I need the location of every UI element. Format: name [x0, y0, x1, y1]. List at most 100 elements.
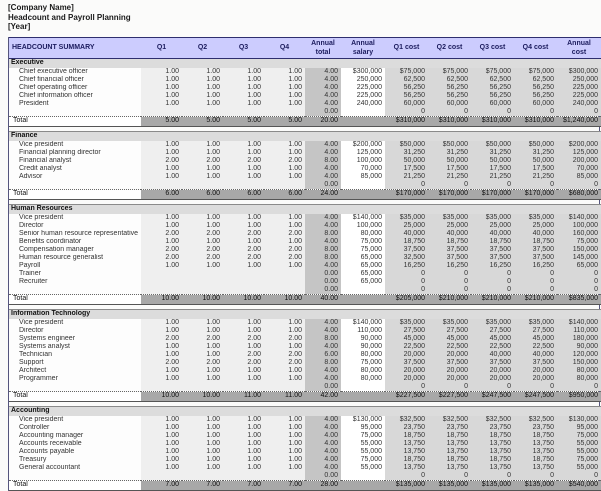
cell-annual-salary[interactable]: 65,000 [341, 261, 385, 270]
cell-label[interactable]: Accounting manager [9, 431, 141, 440]
cell-annual-salary[interactable]: 80,000 [341, 229, 385, 238]
cell-q3[interactable]: 1.00 [223, 455, 264, 464]
cell-q4[interactable]: 1.00 [264, 431, 305, 440]
cell-q4[interactable]: 1.00 [264, 366, 305, 375]
cell-q4[interactable]: 1.00 [264, 318, 305, 327]
cell-q1[interactable]: 1.00 [141, 99, 182, 108]
cell-q2[interactable]: 2.00 [182, 358, 223, 367]
cell-q2[interactable]: 1.00 [182, 447, 223, 456]
cell-q3[interactable]: 2.00 [223, 334, 264, 343]
cell-q2[interactable]: 1.00 [182, 91, 223, 100]
cell-annual-salary[interactable]: $200,000 [341, 140, 385, 149]
cell-q4[interactable]: 1.00 [264, 140, 305, 149]
cell-q1[interactable]: 1.00 [141, 261, 182, 270]
cell-annual-salary[interactable]: 80,000 [341, 366, 385, 375]
cell-annual-salary[interactable]: 90,000 [341, 342, 385, 351]
cell-q2[interactable]: 1.00 [182, 99, 223, 108]
cell-label[interactable]: Compensation manager [9, 245, 141, 254]
cell-annual-salary[interactable] [341, 107, 385, 116]
cell-q2[interactable]: 1.00 [182, 455, 223, 464]
cell-q4[interactable]: 2.00 [264, 253, 305, 262]
cell-q4[interactable]: 1.00 [264, 326, 305, 335]
cell-q2[interactable]: 1.00 [182, 237, 223, 246]
cell-q1[interactable] [141, 471, 182, 480]
cell-q4[interactable]: 1.00 [264, 342, 305, 351]
cell-q4[interactable]: 1.00 [264, 83, 305, 92]
cell-q2[interactable]: 1.00 [182, 148, 223, 157]
cell-annual-salary[interactable]: 85,000 [341, 172, 385, 181]
cell-q1[interactable]: 1.00 [141, 455, 182, 464]
cell-q2[interactable] [182, 269, 223, 278]
cell-q3[interactable] [223, 382, 264, 391]
cell-q4[interactable]: 1.00 [264, 374, 305, 383]
cell-q1[interactable] [141, 382, 182, 391]
cell-q3[interactable]: 2.00 [223, 350, 264, 359]
cell-annual-salary[interactable]: 125,000 [341, 148, 385, 157]
cell-q1[interactable]: 1.00 [141, 366, 182, 375]
cell-label[interactable]: Vice president [9, 140, 141, 149]
cell-q1[interactable] [141, 107, 182, 116]
cell-q1[interactable]: 1.00 [141, 431, 182, 440]
cell-annual-salary[interactable]: 225,000 [341, 91, 385, 100]
cell-q2[interactable] [182, 471, 223, 480]
cell-q1[interactable]: 2.00 [141, 334, 182, 343]
cell-q1[interactable]: 1.00 [141, 374, 182, 383]
cell-label[interactable] [9, 180, 141, 189]
cell-q2[interactable]: 2.00 [182, 253, 223, 262]
cell-q4[interactable]: 1.00 [264, 261, 305, 270]
cell-label[interactable] [9, 382, 141, 391]
cell-q4[interactable]: 1.00 [264, 75, 305, 84]
cell-q4[interactable]: 1.00 [264, 91, 305, 100]
cell-annual-salary[interactable]: $140,000 [341, 318, 385, 327]
cell-q3[interactable]: 1.00 [223, 172, 264, 181]
cell-annual-salary[interactable]: 55,000 [341, 463, 385, 472]
cell-q4[interactable]: 2.00 [264, 350, 305, 359]
cell-q4[interactable]: 1.00 [264, 172, 305, 181]
cell-q4[interactable]: 2.00 [264, 156, 305, 165]
cell-q1[interactable]: 1.00 [141, 447, 182, 456]
cell-q4[interactable]: 1.00 [264, 455, 305, 464]
cell-q1[interactable]: 2.00 [141, 358, 182, 367]
cell-q2[interactable]: 2.00 [182, 334, 223, 343]
cell-q1[interactable]: 2.00 [141, 253, 182, 262]
cell-label[interactable]: Director [9, 221, 141, 230]
cell-q1[interactable]: 1.00 [141, 172, 182, 181]
cell-q1[interactable]: 1.00 [141, 342, 182, 351]
cell-annual-salary[interactable]: 80,000 [341, 350, 385, 359]
cell-label[interactable]: Controller [9, 423, 141, 432]
cell-annual-salary[interactable]: 110,000 [341, 326, 385, 335]
cell-q3[interactable] [223, 285, 264, 294]
cell-q4[interactable]: 1.00 [264, 415, 305, 424]
cell-label[interactable]: President [9, 99, 141, 108]
cell-q1[interactable] [141, 180, 182, 189]
cell-annual-salary[interactable]: 250,000 [341, 75, 385, 84]
cell-q4[interactable] [264, 180, 305, 189]
cell-annual-salary[interactable]: 70,000 [341, 164, 385, 173]
cell-annual-salary[interactable]: 75,000 [341, 455, 385, 464]
cell-q1[interactable]: 1.00 [141, 91, 182, 100]
cell-q3[interactable]: 1.00 [223, 67, 264, 76]
cell-q2[interactable]: 1.00 [182, 342, 223, 351]
cell-label[interactable]: Architect [9, 366, 141, 375]
cell-q2[interactable]: 1.00 [182, 350, 223, 359]
cell-annual-salary[interactable]: 65,000 [341, 277, 385, 286]
cell-annual-salary[interactable]: 55,000 [341, 447, 385, 456]
cell-q4[interactable]: 1.00 [264, 439, 305, 448]
cell-q1[interactable]: 1.00 [141, 213, 182, 222]
cell-q3[interactable]: 1.00 [223, 318, 264, 327]
cell-annual-salary[interactable]: 55,000 [341, 439, 385, 448]
cell-label[interactable]: Accounts receivable [9, 439, 141, 448]
cell-q1[interactable]: 1.00 [141, 164, 182, 173]
cell-label[interactable]: Technician [9, 350, 141, 359]
cell-q3[interactable]: 1.00 [223, 374, 264, 383]
cell-q2[interactable]: 1.00 [182, 439, 223, 448]
cell-q2[interactable]: 1.00 [182, 374, 223, 383]
cell-label[interactable]: General accountant [9, 463, 141, 472]
cell-q3[interactable] [223, 471, 264, 480]
cell-label[interactable]: Director [9, 326, 141, 335]
cell-label[interactable]: Vice president [9, 415, 141, 424]
cell-q3[interactable]: 1.00 [223, 213, 264, 222]
cell-q4[interactable]: 1.00 [264, 463, 305, 472]
cell-annual-salary[interactable]: $130,000 [341, 415, 385, 424]
cell-label[interactable]: Human resource generalist [9, 253, 141, 262]
